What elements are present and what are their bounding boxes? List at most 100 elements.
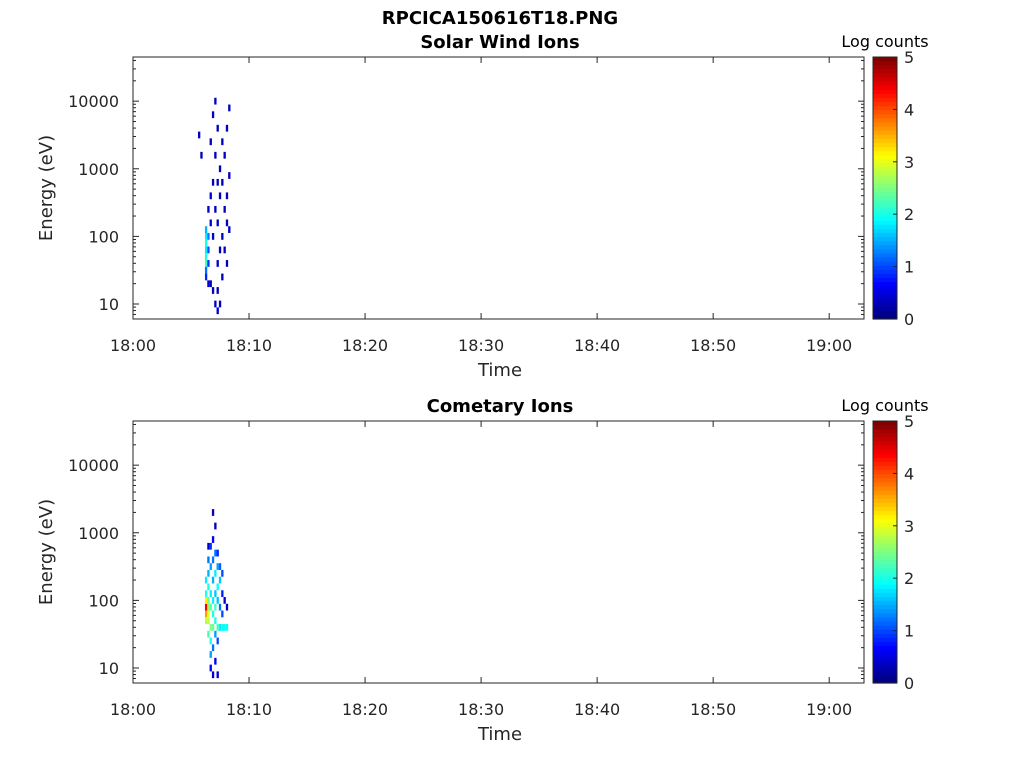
data-cell — [221, 569, 224, 577]
data-cell — [211, 536, 215, 543]
colorbar-segment — [873, 629, 897, 635]
y-tick-label: 10000 — [68, 456, 119, 475]
data-cell — [204, 617, 208, 625]
data-cell — [216, 260, 219, 267]
colorbar-segment — [873, 188, 897, 193]
data-cell — [204, 260, 208, 267]
colorbar-segment — [873, 302, 897, 308]
panel-title: Cometary Ions — [427, 396, 574, 417]
colorbar-segment — [873, 110, 897, 115]
data-cell — [204, 576, 208, 584]
colorbar-tick-label: 5 — [904, 48, 914, 67]
data-cell — [216, 624, 219, 631]
colorbar-segment — [873, 208, 897, 214]
colorbar-segment — [873, 171, 897, 177]
x-tick-label: 18:40 — [574, 700, 620, 719]
data-cell — [204, 246, 208, 254]
colorbar-segment — [873, 261, 897, 267]
data-cell — [207, 630, 210, 638]
data-cell — [223, 151, 226, 159]
colorbar-segment — [873, 453, 897, 459]
data-cell — [221, 590, 224, 598]
colorbar-segment — [873, 114, 897, 120]
colorbar-segment — [873, 650, 897, 655]
data-cell — [204, 239, 208, 247]
colorbar-segment — [873, 249, 897, 255]
colorbar-segment — [873, 588, 897, 594]
data-cell — [228, 226, 231, 234]
data-cell — [207, 569, 210, 577]
colorbar-segment — [873, 257, 897, 263]
colorbar-segment — [873, 134, 897, 140]
data-cell — [211, 671, 215, 679]
colorbar-tick-label: 2 — [904, 569, 914, 588]
data-cell — [214, 151, 217, 159]
data-cell — [221, 138, 224, 146]
colorbar-segment — [873, 278, 897, 283]
data-cell — [221, 624, 224, 631]
colorbar-segment — [873, 294, 897, 300]
colorbar-segment — [873, 621, 897, 627]
data-cell — [216, 671, 219, 679]
data-cell — [207, 583, 210, 591]
data-cell — [214, 590, 217, 598]
colorbar-segment — [873, 421, 897, 426]
data-cell — [214, 603, 217, 611]
colorbar-segment — [873, 527, 897, 533]
data-cell — [207, 260, 210, 267]
solar-wind-ions-panel: Solar Wind Ions Log counts Time Energy (… — [36, 32, 929, 381]
colorbar-segment — [873, 605, 897, 610]
colorbar-label: Log counts — [841, 32, 928, 51]
data-cell — [214, 657, 217, 665]
colorbar-segment — [873, 494, 897, 500]
y-axis-label: Energy (eV) — [36, 499, 57, 605]
x-axis-label: Time — [477, 360, 522, 381]
cometary-ions-panel: Cometary Ions Log counts Time Energy (eV… — [36, 396, 929, 745]
colorbar-segment — [873, 265, 897, 271]
data-cell — [223, 246, 226, 254]
colorbar-segment — [873, 77, 897, 83]
data-cell — [216, 583, 219, 591]
data-cell — [223, 205, 226, 213]
colorbar-segment — [873, 245, 897, 251]
colorbar-segment — [873, 192, 897, 197]
colorbar-segment — [873, 118, 897, 124]
data-cell — [228, 172, 231, 179]
data-cell — [216, 178, 219, 186]
colorbar-segment — [873, 511, 897, 516]
colorbar-segment — [873, 175, 897, 181]
colorbar-segment — [873, 498, 897, 504]
x-tick-label: 18:20 — [342, 336, 388, 355]
data-cell — [221, 273, 224, 281]
data-cell — [211, 509, 215, 516]
colorbar-segment — [873, 286, 897, 291]
colorbar-segment — [873, 228, 897, 234]
data-cell — [211, 111, 215, 119]
colorbar-tick-label: 0 — [904, 674, 914, 693]
data-cell — [221, 178, 224, 186]
data-cell — [214, 300, 217, 308]
data-cell — [211, 624, 215, 631]
data-cell — [207, 542, 210, 550]
data-cell — [211, 576, 215, 584]
data-cell — [214, 569, 217, 577]
colorbar-segment — [873, 674, 897, 680]
data-cell — [218, 576, 222, 584]
data-cell — [209, 563, 212, 570]
colorbar-segment — [873, 576, 897, 582]
colorbar-segment — [873, 126, 897, 132]
colorbar-segment — [873, 601, 897, 606]
colorbar-segment — [873, 642, 897, 647]
colorbar-segment — [873, 531, 897, 537]
colorbar-segment — [873, 196, 897, 201]
colorbar-segment — [873, 441, 897, 447]
colorbar-tick-label: 0 — [904, 310, 914, 329]
colorbar-segment — [873, 106, 897, 111]
colorbar-segment — [873, 204, 897, 210]
data-cell — [211, 287, 215, 294]
data-cell — [214, 617, 217, 625]
data-cell — [211, 233, 215, 240]
data-cell — [218, 624, 222, 631]
colorbar-segment — [873, 662, 897, 668]
